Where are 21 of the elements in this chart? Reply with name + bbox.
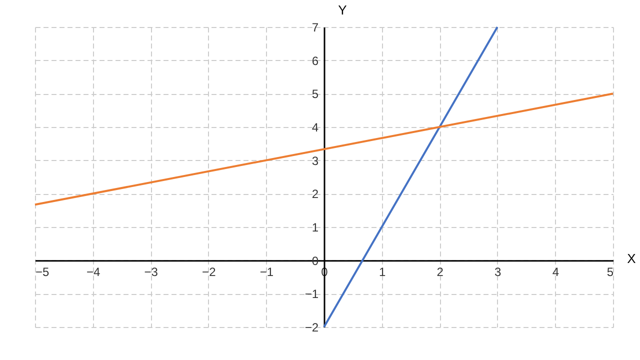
x-tick-label: 5	[606, 264, 614, 279]
y-tick-label: 7	[312, 20, 319, 34]
x-tick-label: 2	[436, 264, 444, 279]
y-tick-label: 3	[312, 154, 319, 168]
y-tick-label: 4	[312, 120, 319, 134]
y-tick-label: 5	[312, 87, 319, 102]
y-tick-label: 2	[312, 187, 319, 202]
y-tick-label: −1	[304, 287, 319, 302]
y-tick-label: 1	[312, 220, 319, 234]
x-tick-label: −1	[260, 264, 274, 279]
x-tick-label: 3	[494, 264, 502, 279]
x-tick-label: −3	[144, 264, 158, 279]
x-tick-label: −4	[86, 264, 100, 279]
y-axis-title: Y	[338, 2, 348, 18]
x-tick-label: −2	[202, 264, 216, 279]
y-tick-label: 6	[312, 54, 319, 68]
x-tick-label: −5	[36, 264, 50, 279]
y-tick-label: −2	[304, 320, 319, 334]
x-tick-label: 1	[378, 264, 386, 279]
x-tick-label: 4	[552, 264, 560, 279]
x-axis-title: X	[627, 250, 636, 266]
